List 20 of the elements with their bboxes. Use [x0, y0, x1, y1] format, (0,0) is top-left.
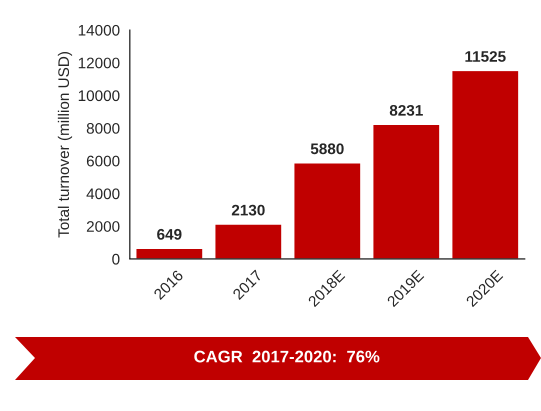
y-axis-title: Total turnover (million USD) — [58, 52, 72, 238]
data-label: 8231 — [390, 104, 423, 116]
bar — [214, 223, 283, 259]
y-tick-label: 14000 — [78, 24, 120, 36]
bar — [293, 162, 362, 259]
text: CAGR 2017-2020: 76% — [194, 350, 380, 362]
y-tick-label: 4000 — [86, 188, 120, 200]
data-label: 5880 — [310, 143, 344, 154]
y-tick-label: 8000 — [86, 122, 120, 134]
y-tick-label: 6000 — [86, 156, 120, 167]
y-tick-label: 12000 — [78, 58, 120, 68]
bar — [451, 70, 520, 259]
y-tick-label: 10000 — [78, 90, 120, 102]
bar — [372, 124, 441, 259]
data-label: 2130 — [232, 204, 265, 216]
y-tick-label: 0 — [112, 254, 120, 265]
data-label: 11525 — [465, 51, 506, 62]
data-label: 649 — [157, 228, 182, 240]
bar — [135, 248, 204, 259]
y-tick-label: 2000 — [86, 221, 120, 232]
